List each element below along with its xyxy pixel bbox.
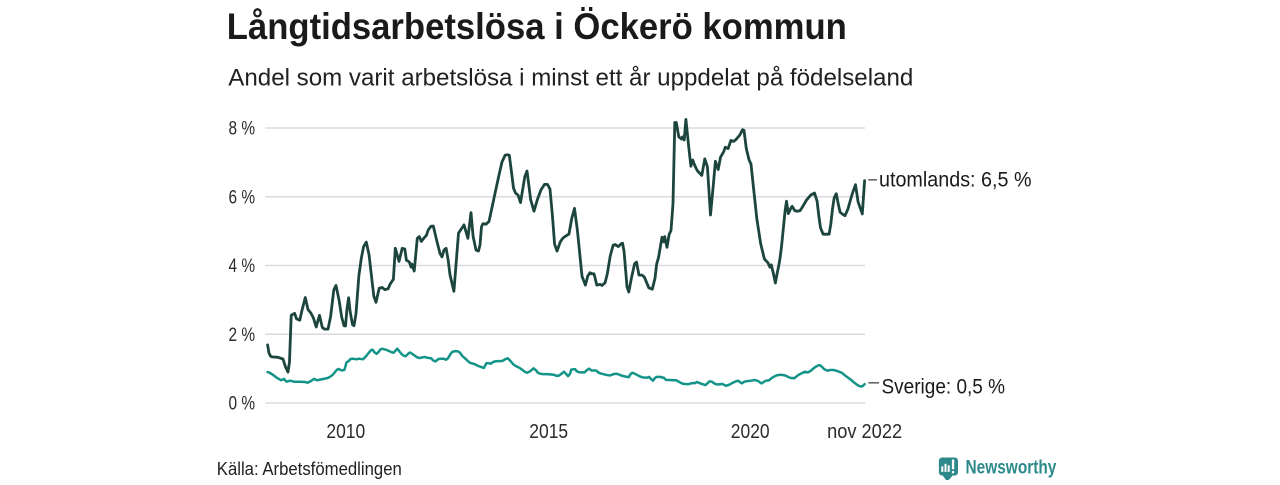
svg-text:utomlands: 6,5 %: utomlands: 6,5 %	[879, 168, 1032, 192]
svg-text:Andel som varit arbetslösa i m: Andel som varit arbetslösa i minst ett å…	[228, 65, 913, 92]
svg-text:Långtidsarbetslösa i Öckerö ko: Långtidsarbetslösa i Öckerö kommun	[227, 6, 847, 47]
svg-text:0 %: 0 %	[229, 393, 256, 415]
svg-text:Newsworthy: Newsworthy	[966, 457, 1057, 478]
svg-text:2015: 2015	[529, 421, 568, 443]
svg-text:2 %: 2 %	[229, 324, 256, 346]
svg-text:nov 2022: nov 2022	[827, 421, 902, 443]
svg-text:8 %: 8 %	[229, 118, 256, 140]
svg-text:Källa: Arbetsfömedlingen: Källa: Arbetsfömedlingen	[217, 458, 402, 479]
svg-text:2020: 2020	[731, 421, 770, 443]
svg-text:2010: 2010	[326, 421, 365, 443]
svg-text:6 %: 6 %	[229, 186, 256, 208]
svg-text:4 %: 4 %	[229, 255, 256, 277]
svg-text:Sverige: 0,5 %: Sverige: 0,5 %	[882, 374, 1006, 398]
